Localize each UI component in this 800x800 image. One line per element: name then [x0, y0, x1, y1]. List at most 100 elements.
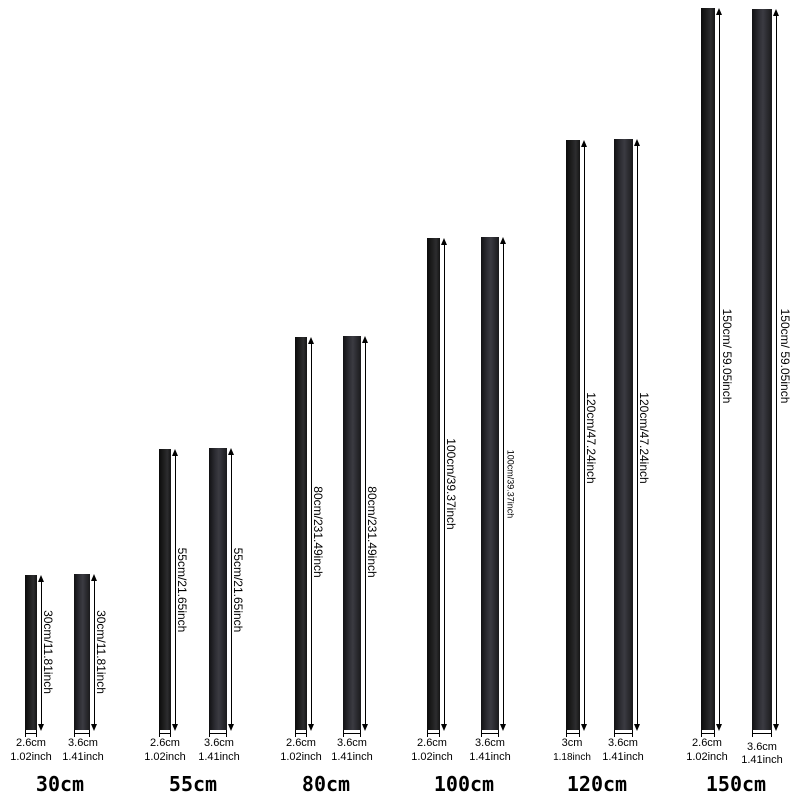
width-cm-label: 2.6cm [692, 737, 722, 749]
width-tick [579, 730, 580, 737]
light-bar-narrow [427, 238, 440, 730]
width-cm-label: 3cm [561, 737, 583, 749]
length-label: 150cm/ 59.05inch [778, 308, 792, 404]
width-cm-label: 3.6cm [475, 737, 505, 749]
width-cm-label: 2.6cm [150, 737, 180, 749]
width-tick [439, 730, 440, 737]
width-dimension-line [701, 733, 715, 734]
arrow-up-icon [634, 139, 640, 146]
width-dimension-line [481, 733, 499, 734]
light-bar-narrow [295, 337, 307, 730]
width-cm-label: 3.6cm [68, 737, 98, 749]
size-title: 100cm [433, 772, 495, 796]
light-bar-wide [209, 448, 227, 730]
height-dimension-line [584, 143, 585, 728]
arrow-up-icon [228, 448, 234, 455]
arrow-down-icon [38, 724, 44, 731]
width-dimension-line [343, 733, 361, 734]
width-tick [295, 730, 296, 737]
width-inch-label: 1.41inch [198, 751, 240, 763]
size-title: 55cm [168, 772, 218, 796]
width-dimension-line [427, 733, 440, 734]
arrow-down-icon [500, 724, 506, 731]
width-dimension-line [25, 733, 37, 734]
light-bar-wide [614, 139, 633, 730]
width-tick [752, 730, 753, 737]
arrow-up-icon [716, 8, 722, 15]
length-label: 150cm/ 59.05inch [720, 308, 734, 404]
length-label: 100cm/39.37inch [505, 449, 516, 519]
light-bar-wide [74, 574, 90, 730]
width-dimension-line [159, 733, 171, 734]
size-title: 120cm [566, 772, 628, 796]
height-dimension-line [365, 339, 366, 728]
arrow-up-icon [172, 449, 178, 456]
length-label: 120cm/47.24inch [637, 392, 651, 484]
width-cm-label: 3.6cm [608, 737, 638, 749]
width-tick [306, 730, 307, 737]
width-inch-label: 1.02inch [144, 751, 186, 763]
height-dimension-line [175, 452, 176, 728]
length-label: 80cm/231.49inch [311, 486, 325, 578]
length-label: 100cm/39.37inch [444, 438, 458, 530]
length-label: 80cm/231.49inch [365, 486, 379, 578]
height-dimension-line [41, 578, 42, 728]
width-tick [427, 730, 428, 737]
width-inch-label: 1.02inch [686, 751, 728, 763]
height-dimension-line [311, 340, 312, 728]
light-bar-narrow [159, 449, 171, 730]
height-dimension-line [94, 577, 95, 728]
width-cm-label: 3.6cm [204, 737, 234, 749]
width-tick [36, 730, 37, 737]
width-tick [566, 730, 567, 737]
light-bar-wide [481, 237, 499, 730]
arrow-down-icon [228, 724, 234, 731]
width-tick [74, 730, 75, 737]
arrow-up-icon [38, 575, 44, 582]
light-bar-narrow [701, 8, 715, 730]
width-tick [343, 730, 344, 737]
width-tick [701, 730, 702, 737]
width-inch-label: 1.41inch [741, 754, 783, 766]
width-cm-label: 2.6cm [286, 737, 316, 749]
width-tick [159, 730, 160, 737]
size-title: 80cm [301, 772, 351, 796]
size-title: 30cm [35, 772, 85, 796]
height-dimension-line [231, 451, 232, 728]
width-cm-label: 2.6cm [16, 737, 46, 749]
height-dimension-line [776, 12, 777, 728]
arrow-down-icon [172, 724, 178, 731]
width-tick [498, 730, 499, 737]
length-label: 120cm/47.24inch [584, 392, 598, 484]
width-inch-label: 1.02inch [411, 751, 453, 763]
width-tick [632, 730, 633, 737]
height-dimension-line [637, 142, 638, 728]
width-inch-label: 1.41inch [62, 751, 104, 763]
height-dimension-line [444, 241, 445, 728]
width-tick [771, 730, 772, 737]
width-tick [360, 730, 361, 737]
arrow-up-icon [91, 574, 97, 581]
light-bar-narrow [566, 140, 580, 730]
arrow-down-icon [634, 724, 640, 731]
length-label: 30cm/11.81inch [41, 610, 55, 694]
length-label: 55cm/21.65inch [231, 547, 245, 633]
arrow-down-icon [441, 724, 447, 731]
width-tick [226, 730, 227, 737]
width-tick [25, 730, 26, 737]
width-tick [714, 730, 715, 737]
height-dimension-line [719, 11, 720, 728]
arrow-up-icon [308, 337, 314, 344]
width-inch-label: 1.02inch [280, 751, 322, 763]
width-inch-label: 1.02inch [10, 751, 52, 763]
width-inch-label: 1.41inch [469, 751, 511, 763]
width-dimension-line [752, 733, 772, 734]
width-dimension-line [566, 733, 580, 734]
arrow-down-icon [308, 724, 314, 731]
light-bar-wide [343, 336, 361, 730]
arrow-up-icon [441, 238, 447, 245]
width-tick [170, 730, 171, 737]
width-cm-label: 3.6cm [747, 741, 777, 753]
width-cm-label: 3.6cm [337, 737, 367, 749]
